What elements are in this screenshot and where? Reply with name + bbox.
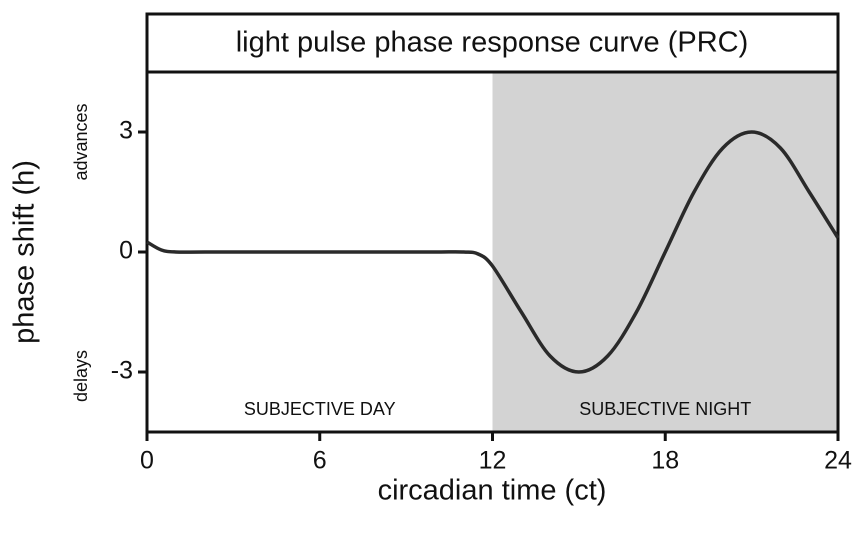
x-tick-label: 6 [313,447,327,475]
chart-title: light pulse phase response curve (PRC) [236,27,749,59]
day-label: SUBJECTIVE DAY [244,399,396,419]
y-tick-label: -3 [111,357,133,385]
x-tick-label: 18 [651,447,679,475]
prc-line [146,130,840,374]
x-tick-label: 12 [479,447,507,475]
y-axis-label: phase shift (h) [9,160,41,344]
x-tick-label: 0 [140,447,154,475]
night-label: SUBJECTIVE NIGHT [579,399,751,419]
delays-label: delays [71,350,91,402]
advances-label: advances [71,103,91,180]
y-tick-label: 0 [119,237,133,265]
x-axis-label: circadian time (ct) [378,475,607,507]
title-box [145,12,840,74]
y-tick-label: 3 [119,117,133,145]
x-tick-label: 24 [824,447,852,475]
